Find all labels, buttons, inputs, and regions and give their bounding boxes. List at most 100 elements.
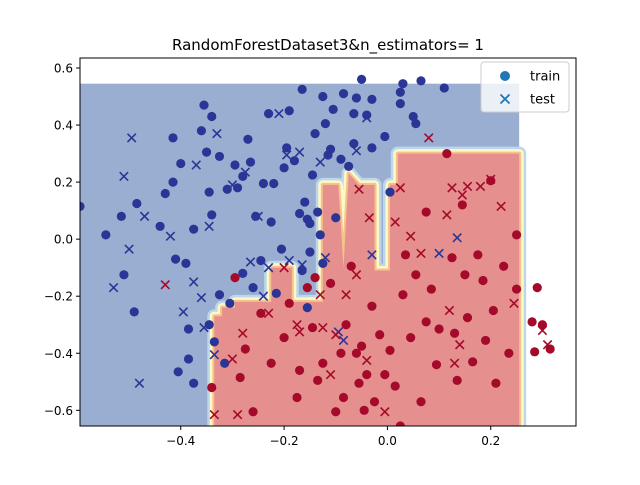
train-point: [207, 111, 217, 122]
data-points: [80, 74, 555, 426]
test-point: [475, 181, 486, 192]
train-point: [545, 344, 555, 354]
train-point: [297, 84, 307, 94]
test-point: [423, 133, 434, 143]
train-point: [80, 201, 85, 211]
test-point: [447, 183, 457, 193]
train-point: [116, 211, 126, 221]
test-point: [405, 231, 416, 242]
test-point: [434, 248, 444, 259]
test-point: [253, 211, 264, 222]
test-point: [284, 255, 295, 266]
test-point: [330, 329, 341, 340]
train-point: [398, 79, 408, 89]
train-point: [183, 324, 194, 334]
test-point: [126, 133, 137, 143]
train-point: [530, 347, 540, 357]
train-point: [457, 200, 467, 210]
train-point: [468, 357, 478, 367]
test-point: [139, 211, 150, 222]
chart-title: RandomForestDataset3&n_estimators= 1: [172, 36, 484, 55]
train-point: [356, 341, 367, 351]
train-point: [181, 258, 191, 268]
region-class1: [214, 153, 520, 426]
train-point: [336, 154, 346, 164]
train-point: [279, 332, 289, 343]
legend-train-marker: [500, 71, 510, 81]
test-point: [188, 277, 199, 287]
test-point: [537, 325, 548, 336]
train-point: [214, 151, 225, 162]
train-point: [269, 178, 279, 189]
y-tick-label: −0.2: [44, 290, 73, 304]
test-point: [315, 290, 326, 300]
train-point: [351, 348, 362, 358]
test-point: [191, 160, 202, 170]
test-point: [209, 349, 220, 360]
test-point: [496, 201, 506, 212]
legend-test-label: test: [530, 93, 555, 108]
train-point: [302, 283, 312, 293]
axes-frame: [79, 57, 577, 427]
train-point: [344, 161, 354, 172]
test-point: [390, 217, 400, 227]
test-point: [454, 339, 465, 350]
train-point: [434, 324, 444, 334]
train-point: [199, 100, 209, 110]
train-point: [243, 134, 253, 144]
x-tick-label: 0.2: [481, 434, 500, 448]
train-point: [318, 358, 328, 368]
train-point: [129, 307, 139, 317]
test-point: [274, 108, 284, 119]
test-point: [395, 183, 406, 193]
train-point: [245, 157, 256, 167]
test-point: [380, 406, 390, 417]
train-point: [266, 217, 276, 227]
test-point: [442, 210, 452, 220]
train-point: [362, 110, 372, 120]
train-point: [411, 119, 421, 129]
test-point: [263, 308, 274, 319]
train-point: [220, 358, 230, 368]
train-point: [248, 283, 258, 293]
train-point: [173, 367, 183, 377]
test-point: [240, 167, 251, 177]
train-point: [302, 303, 312, 313]
test-point: [457, 190, 468, 200]
test-point: [165, 231, 176, 242]
train-point: [511, 230, 522, 240]
train-point: [367, 94, 377, 104]
train-point: [310, 128, 320, 139]
train-point: [310, 273, 320, 283]
train-point: [462, 312, 473, 323]
test-point: [196, 292, 207, 303]
train-point: [155, 221, 165, 231]
plot-area: [80, 58, 576, 426]
test-point: [452, 232, 462, 243]
train-point: [442, 148, 452, 159]
train-point: [282, 143, 292, 153]
train-point: [416, 397, 426, 407]
test-point: [341, 290, 351, 300]
test-point: [119, 171, 129, 182]
train-point: [284, 106, 294, 116]
train-point: [256, 308, 266, 318]
train-point: [406, 332, 416, 343]
train-point: [416, 76, 426, 86]
train-point: [325, 278, 336, 288]
train-point: [349, 109, 359, 119]
train-point: [486, 176, 496, 186]
test-point: [485, 174, 496, 185]
y-tick-label: −0.4: [44, 347, 73, 361]
test-point: [315, 157, 326, 167]
train-point: [256, 255, 266, 266]
train-point: [478, 275, 488, 286]
train-point: [183, 354, 194, 364]
train-point: [395, 421, 405, 426]
train-point: [408, 111, 418, 122]
train-point: [271, 288, 281, 298]
test-point: [279, 262, 289, 273]
train-point: [238, 268, 248, 278]
test-point: [364, 212, 375, 223]
x-axis-ticks: −0.4 −0.2 0.0 0.2: [166, 426, 500, 448]
